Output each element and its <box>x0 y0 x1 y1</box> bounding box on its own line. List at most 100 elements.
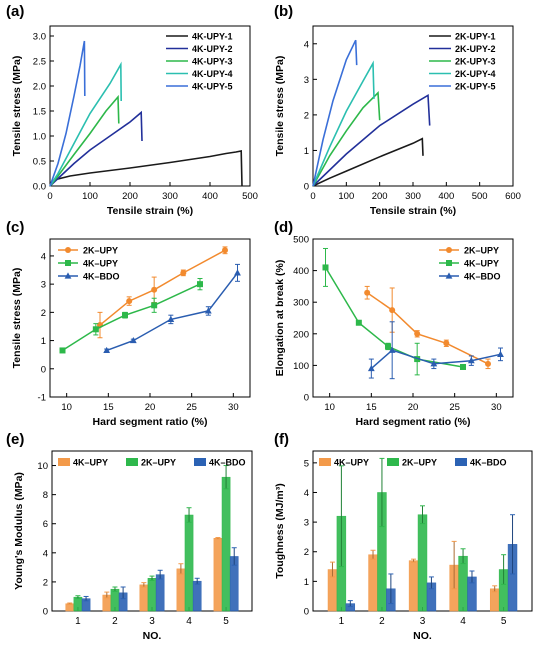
data-point <box>65 260 71 266</box>
data-point <box>129 336 137 344</box>
legend-label: 4K–BDO <box>464 272 501 282</box>
legend-label: 2K-UPY-4 <box>455 69 496 79</box>
data-point <box>103 346 111 354</box>
panel-2: (b) 0 1 2 3 4 0 100 200 300 400 500 600 Tensile strai… <box>274 3 521 217</box>
data-point <box>467 357 475 364</box>
data-point <box>92 326 99 333</box>
legend-entry: 2K–UPY <box>439 246 499 256</box>
data-point <box>122 312 128 319</box>
y-tick-label: 2.5 <box>33 57 46 68</box>
x-tick-label: 20 <box>145 402 156 413</box>
x-tick-label: 500 <box>472 191 488 202</box>
x-tick-label: 500 <box>242 191 258 202</box>
x-tick-label: 200 <box>122 191 138 202</box>
series-line <box>366 292 489 365</box>
x-tick-label: 10 <box>324 402 335 413</box>
legend-entry: 2K-UPY-1 <box>429 32 496 42</box>
data-point <box>388 346 396 353</box>
y-tick-label: 4 <box>41 251 46 262</box>
panel-label: (d) <box>274 219 293 236</box>
x-axis-label: NO. <box>143 630 162 642</box>
legend-entry: 4K-UPY-1 <box>166 32 233 42</box>
legend-entry: 4K-UPY-4 <box>166 69 233 79</box>
data-point <box>446 247 452 253</box>
series-line <box>106 272 239 352</box>
x-tick-label: 1 <box>339 616 345 627</box>
legend-label: 4K-UPY-3 <box>192 57 233 67</box>
data-point <box>126 298 133 305</box>
legend-label: 4K–BDO <box>83 272 120 282</box>
x-tick-label: 30 <box>228 402 239 413</box>
y-tick-label: 4 <box>43 548 48 559</box>
legend-entry: 2K-UPY-2 <box>429 44 496 54</box>
x-tick-label: 200 <box>372 191 388 202</box>
y-tick-label: 100 <box>293 361 309 372</box>
y-tick-label: 6 <box>43 519 48 530</box>
y-tick-label: 4 <box>304 488 309 499</box>
y-tick-label: 500 <box>293 235 309 246</box>
panel-label: (b) <box>274 3 293 20</box>
data-point <box>59 347 66 354</box>
y-tick-label: 0 <box>304 182 309 193</box>
legend-label: 4K-UPY-4 <box>192 69 233 79</box>
legend-entry: 2K-UPY-4 <box>429 69 496 79</box>
legend-entry: 4K–BDO <box>194 458 246 468</box>
y-tick-label: 1 <box>304 146 309 157</box>
y-axis-label: Tensile stress (MPa) <box>11 268 23 369</box>
bar <box>458 555 468 612</box>
y-tick-label: 300 <box>293 298 309 309</box>
series-line <box>312 60 375 187</box>
x-tick-label: 3 <box>149 616 155 627</box>
series-line <box>49 150 243 187</box>
legend-label: 4K-UPY-5 <box>192 82 233 92</box>
y-tick-label: 3 <box>304 75 309 86</box>
bar <box>417 514 428 612</box>
legend-entry: 4K–UPY <box>58 259 118 269</box>
y-tick-label: 2.0 <box>33 82 46 93</box>
x-tick-label: 25 <box>186 402 197 413</box>
data-point <box>322 264 329 271</box>
series-line <box>312 93 431 187</box>
legend-label: 4K–BDO <box>470 458 507 468</box>
x-tick-label: 400 <box>438 191 454 202</box>
legend-label: 4K–UPY <box>73 458 108 468</box>
bar <box>184 514 194 612</box>
panel-label: (f) <box>274 431 289 448</box>
y-axis-label: Elongation at break (%) <box>274 260 286 377</box>
legend-swatch <box>455 458 467 466</box>
bar <box>110 588 120 612</box>
legend-label: 4K–UPY <box>464 259 499 269</box>
y-tick-label: 4 <box>304 39 309 50</box>
y-axis-label: Young's Modulus (MPa) <box>13 472 25 590</box>
bar <box>155 574 165 612</box>
legend-label: 4K-UPY-2 <box>192 44 233 54</box>
bar <box>368 554 378 612</box>
y-tick-label: 1.0 <box>33 132 46 143</box>
y-tick-label: 1.5 <box>33 107 46 118</box>
x-tick-label: 0 <box>310 191 315 202</box>
legend-label: 2K–UPY <box>141 458 176 468</box>
panel-label: (e) <box>6 431 24 448</box>
legend-entry: 4K-UPY-5 <box>166 82 233 92</box>
legend-entry: 4K–UPY <box>439 259 499 269</box>
x-tick-label: 0 <box>47 191 52 202</box>
data-point <box>180 269 187 276</box>
legend-entry: 4K–BDO <box>58 272 120 282</box>
x-tick-label: 600 <box>505 191 521 202</box>
series-line <box>49 94 120 187</box>
legend-label: 2K–UPY <box>402 458 437 468</box>
series-line <box>312 39 358 187</box>
y-tick-label: 0.0 <box>33 182 46 193</box>
y-tick-label: 2 <box>304 110 309 121</box>
data-point <box>446 260 452 266</box>
legend-entry: 2K–UPY <box>126 458 176 468</box>
data-point <box>222 247 228 254</box>
x-tick-label: 100 <box>82 191 98 202</box>
y-tick-label: 0 <box>43 607 48 618</box>
bar <box>221 476 231 612</box>
panel-3: (c) -1 0 1 2 3 4 10 15 20 25 30 Hard segment ratio (… <box>6 219 251 428</box>
y-axis-label: Tensile stress (MPa) <box>274 56 286 157</box>
legend-label: 4K–UPY <box>83 259 118 269</box>
